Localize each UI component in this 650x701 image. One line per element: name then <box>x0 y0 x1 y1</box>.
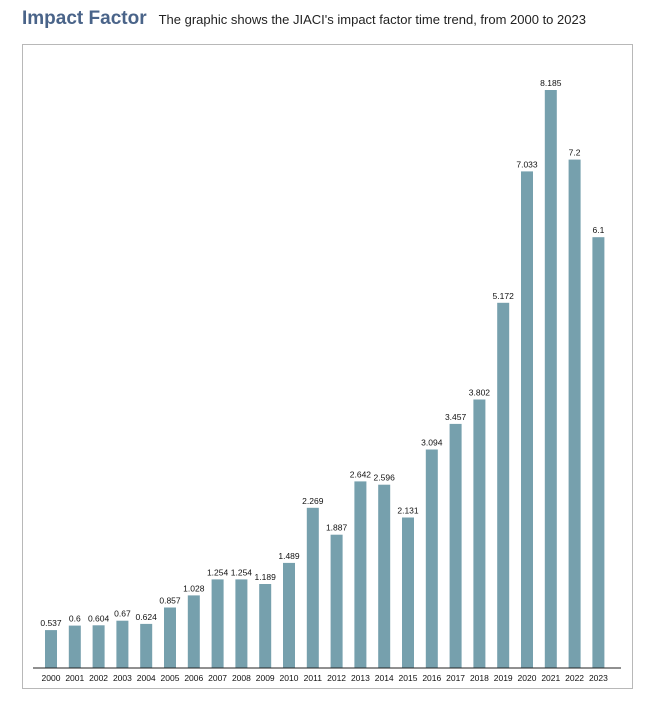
x-tick-2012: 2012 <box>327 673 346 683</box>
bar-2015 <box>402 517 414 668</box>
bar-2010 <box>283 562 295 668</box>
value-label-2000: 0.537 <box>40 618 62 628</box>
value-label-2014: 2.596 <box>374 473 396 483</box>
x-tick-2016: 2016 <box>422 673 441 683</box>
x-tick-2013: 2013 <box>351 673 370 683</box>
value-label-2015: 2.131 <box>397 506 419 516</box>
value-label-2002: 0.604 <box>88 613 110 623</box>
bar-2009 <box>259 584 272 668</box>
value-label-2022: 7.2 <box>569 148 581 158</box>
value-label-2011: 2.269 <box>302 496 324 506</box>
x-tick-2003: 2003 <box>113 673 132 683</box>
bar-2005 <box>164 607 176 668</box>
chart-title: Impact Factor <box>22 8 147 29</box>
bar-2016 <box>425 449 438 668</box>
bar-2011 <box>306 507 319 668</box>
value-label-2010: 1.489 <box>278 551 300 561</box>
x-tick-2004: 2004 <box>137 673 156 683</box>
bar-2004 <box>140 623 153 668</box>
bar-2003 <box>116 620 129 668</box>
value-label-2008: 1.254 <box>231 567 253 577</box>
value-label-2009: 1.189 <box>255 572 277 582</box>
bar-2014 <box>378 484 391 668</box>
bar-2021 <box>544 90 557 668</box>
bar-2017 <box>449 423 462 668</box>
chart-subtitle: The graphic shows the JIACI's impact fac… <box>158 12 586 27</box>
x-tick-2005: 2005 <box>161 673 180 683</box>
value-label-2019: 5.172 <box>493 291 515 301</box>
value-label-2004: 0.624 <box>136 612 158 622</box>
bar-2023 <box>592 237 605 668</box>
x-tick-2010: 2010 <box>280 673 299 683</box>
x-tick-2007: 2007 <box>208 673 227 683</box>
bar-2006 <box>187 595 200 668</box>
bar-2007 <box>211 579 224 668</box>
value-label-2020: 7.033 <box>516 159 538 169</box>
value-label-2018: 3.802 <box>469 388 491 398</box>
chart-header: Impact Factor The graphic shows the JIAC… <box>22 8 586 38</box>
x-tick-2022: 2022 <box>565 673 584 683</box>
value-label-2013: 2.642 <box>350 469 372 479</box>
value-label-2005: 0.857 <box>159 596 181 606</box>
x-tick-2017: 2017 <box>446 673 465 683</box>
value-label-2007: 1.254 <box>207 567 229 577</box>
value-label-2006: 1.028 <box>183 583 205 593</box>
value-label-2012: 1.887 <box>326 523 348 533</box>
bar-2018 <box>473 399 486 668</box>
x-tick-2023: 2023 <box>589 673 608 683</box>
chart-frame <box>22 44 633 689</box>
x-tick-2000: 2000 <box>42 673 61 683</box>
value-label-2016: 3.094 <box>421 438 443 448</box>
x-tick-2001: 2001 <box>65 673 84 683</box>
x-tick-2008: 2008 <box>232 673 251 683</box>
value-label-2021: 8.185 <box>540 78 562 88</box>
x-tick-2020: 2020 <box>518 673 537 683</box>
value-label-2023: 6.1 <box>592 225 604 235</box>
bar-2001 <box>68 625 81 668</box>
x-tick-2015: 2015 <box>399 673 418 683</box>
value-label-2003: 0.67 <box>114 609 131 619</box>
x-tick-2019: 2019 <box>494 673 513 683</box>
x-tick-2014: 2014 <box>375 673 394 683</box>
value-label-2001: 0.6 <box>69 614 81 624</box>
bar-2012 <box>330 534 343 668</box>
bar-2002 <box>92 625 105 668</box>
x-tick-2009: 2009 <box>256 673 275 683</box>
x-tick-2018: 2018 <box>470 673 489 683</box>
bar-2022 <box>568 159 581 668</box>
x-tick-2002: 2002 <box>89 673 108 683</box>
x-tick-2021: 2021 <box>541 673 560 683</box>
value-label-2017: 3.457 <box>445 412 467 422</box>
bar-2019 <box>497 302 510 668</box>
bar-2020 <box>521 171 533 668</box>
x-tick-2011: 2011 <box>304 673 323 683</box>
x-tick-2006: 2006 <box>184 673 203 683</box>
bar-2000 <box>45 630 57 668</box>
bar-2013 <box>354 481 367 668</box>
bar-2008 <box>235 579 248 668</box>
